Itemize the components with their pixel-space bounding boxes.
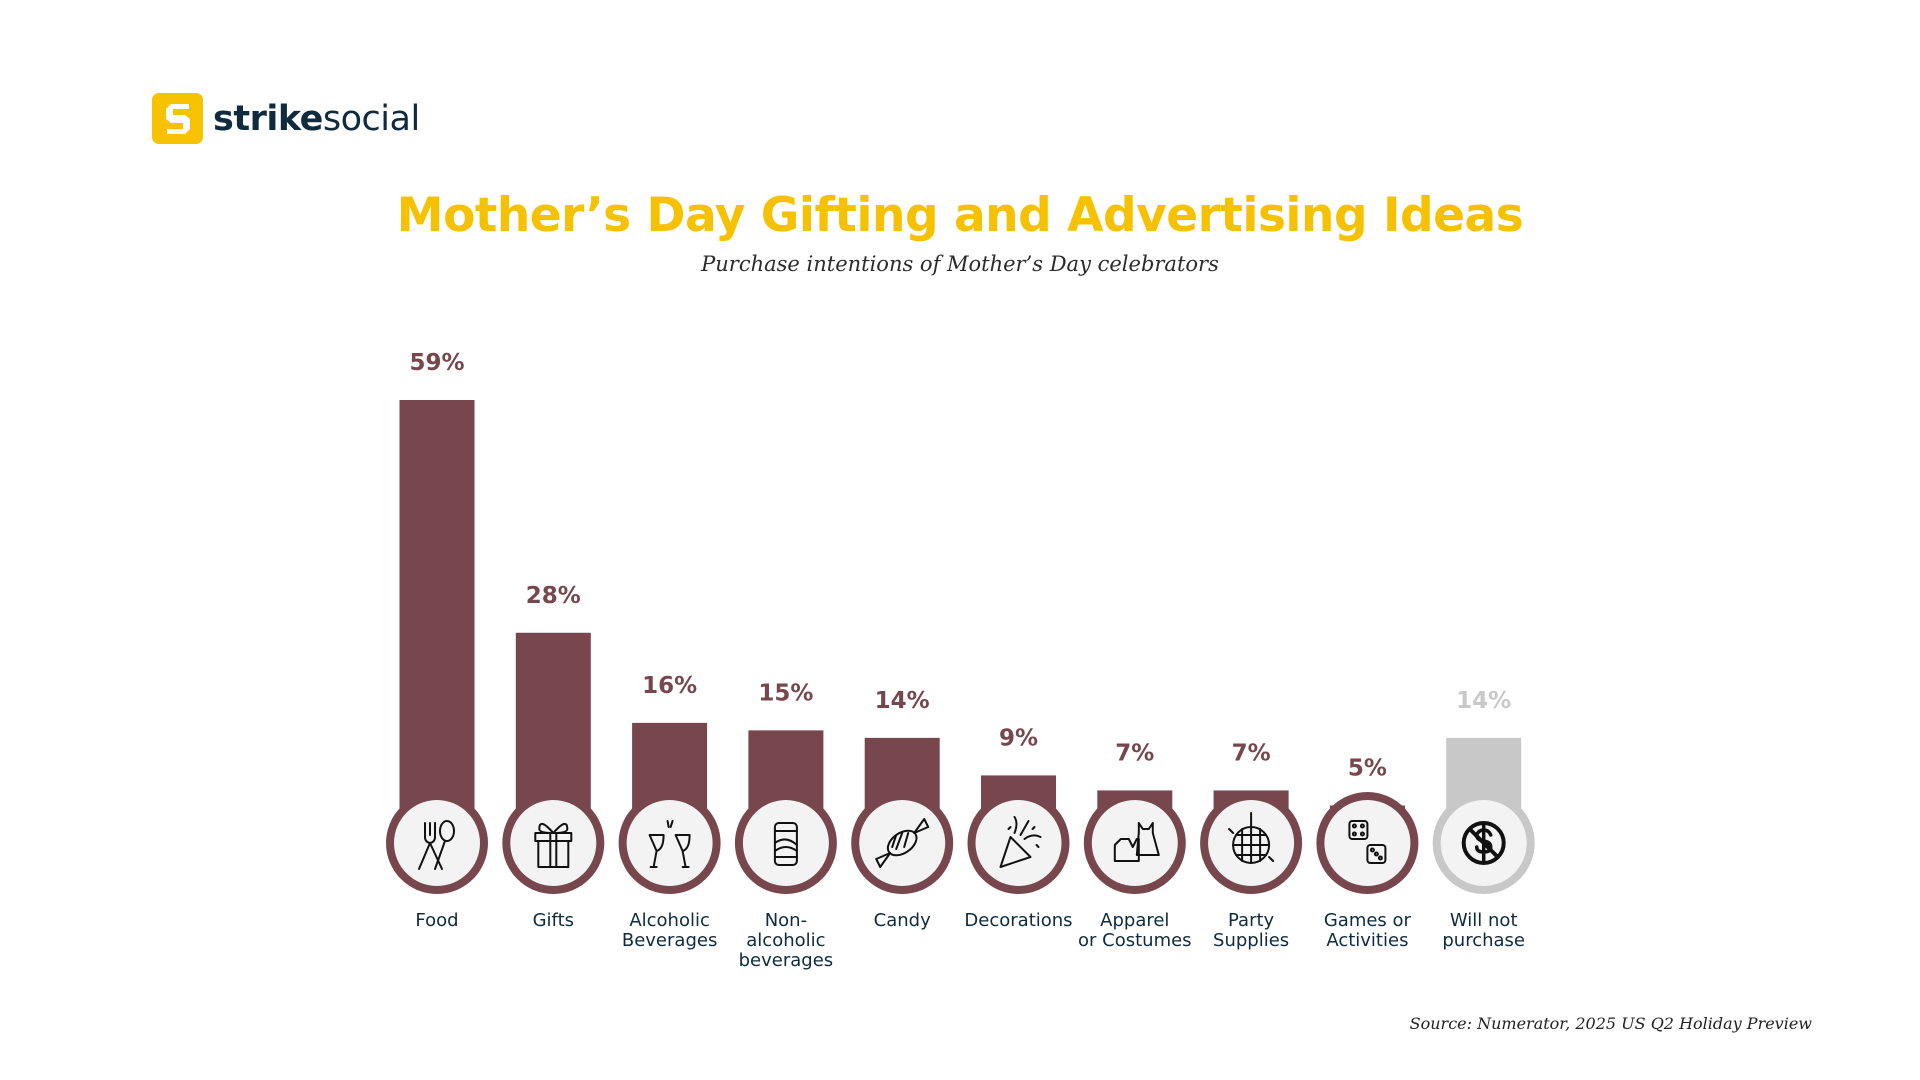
data-label: 15%	[758, 680, 813, 706]
category-label-line: Games or	[1324, 910, 1412, 931]
category-label: Will not purchase	[1442, 910, 1525, 951]
icon-background	[626, 800, 713, 886]
soda-can-icon	[773, 822, 798, 866]
category-label: Apparel or Costumes	[1078, 910, 1192, 951]
category-label-line: Non-	[765, 910, 807, 931]
category-label: Games or Activities	[1324, 910, 1412, 951]
chart-subtitle: Purchase intentions of Mother’s Day cele…	[701, 252, 1219, 276]
icon-background	[975, 800, 1062, 886]
logo: strikesocial	[152, 93, 420, 144]
icon-background	[859, 800, 946, 886]
category-label: Food	[415, 910, 458, 931]
data-label: 59%	[409, 350, 464, 376]
category-label-line: Party	[1228, 910, 1275, 931]
category-label-line: Alcoholic	[629, 910, 710, 931]
chart-title: Mother’s Day Gifting and Advertising Ide…	[396, 188, 1524, 243]
category-label-line: Candy	[874, 910, 931, 931]
category-label-line: Gifts	[533, 910, 574, 931]
bar-group: 16% Alcoholic Beverages	[618, 673, 721, 951]
category-label: Party Supplies	[1213, 910, 1289, 951]
data-label: 7%	[1232, 740, 1271, 766]
bar-group: 15% Non-alcoholic beverages	[734, 680, 837, 971]
bar-group: 7% Party Supplies	[1200, 740, 1303, 951]
data-label: 16%	[642, 673, 697, 699]
data-label: 9%	[999, 725, 1038, 751]
category-label-line: beverages	[739, 950, 834, 971]
category-label-line: Supplies	[1213, 930, 1289, 951]
logo-mark-icon	[152, 93, 203, 144]
bar-group: 14% Candy	[851, 688, 954, 931]
category-label-line: alcoholic	[746, 930, 825, 951]
data-label: 7%	[1115, 740, 1154, 766]
data-label: 28%	[526, 583, 581, 609]
category-label-line: Activities	[1326, 930, 1408, 951]
data-label: 14%	[875, 688, 930, 714]
no-dollar-icon	[1461, 821, 1506, 865]
apparel-icon	[1113, 822, 1160, 862]
bar-group: 28% Gifts	[502, 583, 605, 931]
category-label-line: or Costumes	[1078, 930, 1192, 951]
category-label-line: Food	[415, 910, 458, 931]
gift-icon	[534, 822, 573, 868]
bar-group: 59% Food	[386, 350, 488, 931]
disco-ball-icon	[1228, 812, 1275, 864]
source-note: Source: Numerator, 2025 US Q2 Holiday Pr…	[1409, 1014, 1812, 1033]
category-label-line: Will not	[1450, 910, 1518, 931]
icon-background	[1324, 800, 1411, 886]
category-label: Candy	[874, 910, 931, 931]
category-label: Gifts	[533, 910, 574, 931]
icon-background	[510, 800, 597, 886]
data-label: 14%	[1456, 688, 1511, 714]
bar-group: 9% Decorations	[964, 725, 1072, 931]
data-label: 5%	[1348, 755, 1387, 781]
bar-chart: 59% Food 28% Gifts 16% Alcoholic Beverages 15% N…	[386, 350, 1535, 971]
icon-background	[394, 800, 480, 886]
icon-background	[742, 800, 829, 886]
candy-icon	[875, 818, 930, 868]
category-label: Alcoholic Beverages	[622, 910, 717, 951]
category-label: Decorations	[964, 910, 1072, 931]
category-label-line: Decorations	[964, 910, 1072, 931]
category-label: Non-alcoholic beverages	[739, 910, 834, 971]
bar-group: 5% Games or Activities	[1316, 755, 1419, 951]
party-popper-icon	[999, 816, 1042, 868]
category-label-line: Apparel	[1100, 910, 1169, 931]
logo-text: strikesocial	[213, 98, 420, 139]
wine-glasses-icon	[648, 820, 691, 868]
category-label-line: purchase	[1442, 930, 1525, 951]
bar	[399, 400, 475, 843]
dice-icon	[1348, 820, 1387, 864]
category-label-line: Beverages	[622, 930, 717, 951]
bar-group: 14% Will not purchase	[1432, 688, 1535, 951]
bar-group: 7% Apparel or Costumes	[1078, 740, 1192, 951]
fork-spoon-icon	[418, 820, 455, 870]
